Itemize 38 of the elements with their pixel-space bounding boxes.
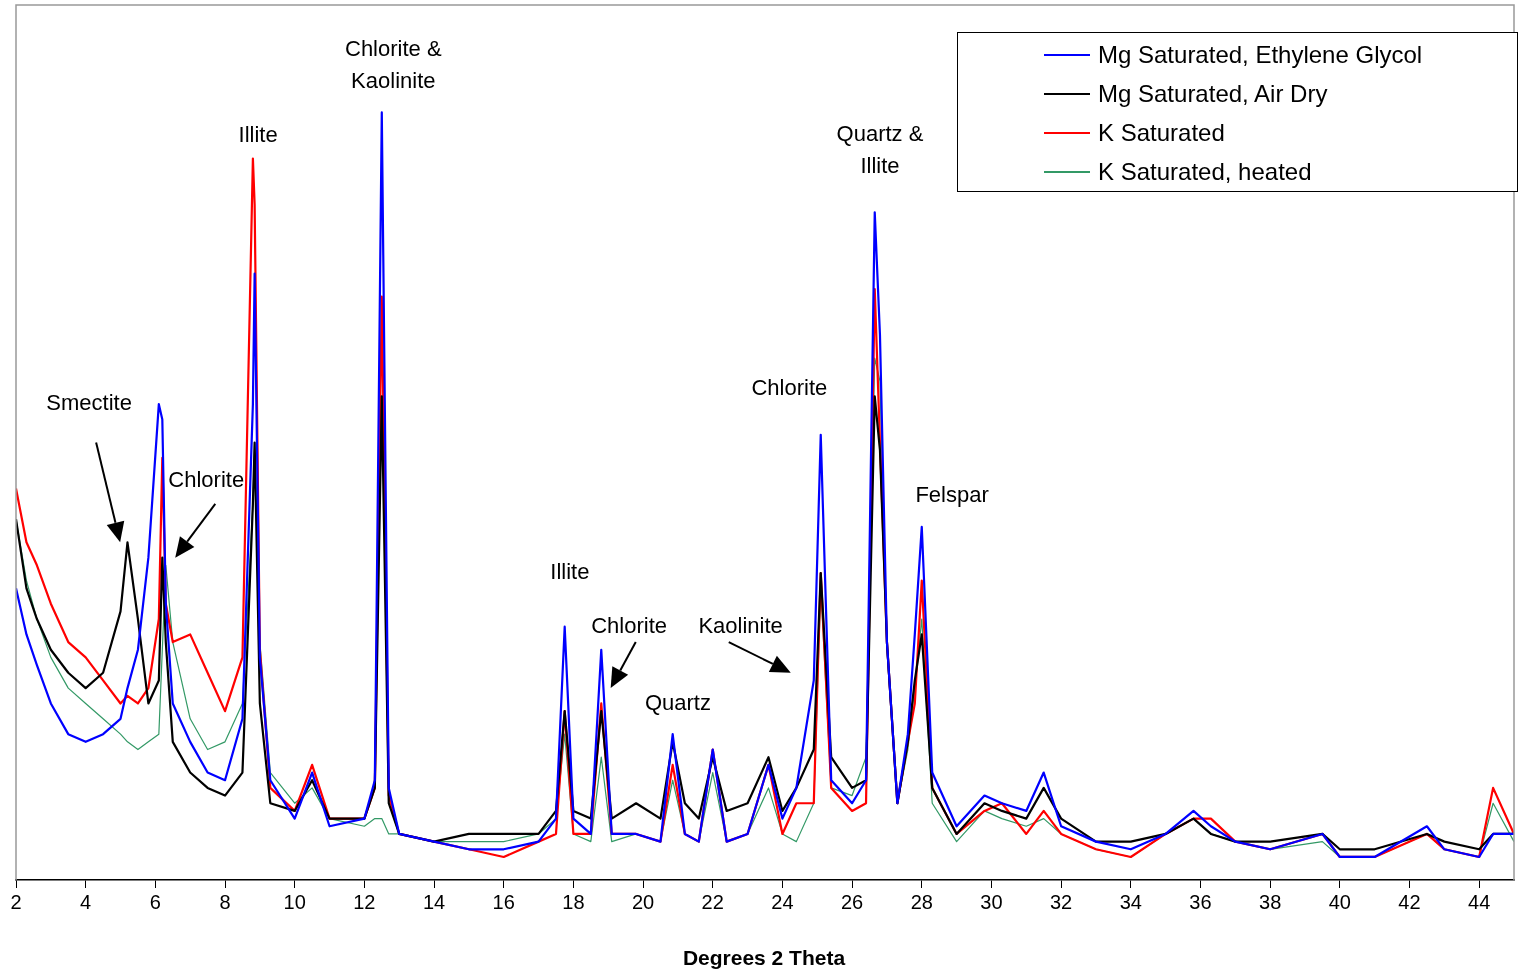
legend-label: Mg Saturated, Air Dry — [1098, 79, 1328, 108]
x-tick-label: 4 — [80, 890, 92, 913]
x-tick-label: 10 — [283, 890, 306, 913]
x-tick-label: 36 — [1189, 890, 1212, 913]
legend-label: K Saturated — [1098, 118, 1225, 147]
x-tick-label: 30 — [980, 890, 1003, 913]
x-tick-label: 2 — [10, 890, 22, 913]
legend-label: K Saturated, heated — [1098, 157, 1312, 186]
x-tick-label: 6 — [149, 890, 161, 913]
x-tick-label: 26 — [840, 890, 864, 913]
annotation: Felspar — [915, 482, 989, 508]
x-tick-label: 44 — [1468, 890, 1491, 913]
annotation: Quartz — [644, 689, 711, 715]
annotation: Chlorite — [168, 466, 245, 492]
annotation: Kaolinite — [698, 612, 783, 638]
x-tick-label: 28 — [910, 890, 933, 913]
x-tick-label: 38 — [1259, 890, 1282, 913]
x-tick-label: 12 — [353, 890, 376, 913]
x-tick-label: 18 — [562, 890, 585, 913]
x-tick-label: 20 — [631, 890, 655, 913]
x-tick-label: 32 — [1049, 890, 1073, 913]
annotation: Illite — [238, 121, 278, 147]
text: Chlorite & Kaolinite — [344, 36, 442, 94]
annotation: Smectite — [46, 390, 132, 416]
x-tick-label: 40 — [1328, 890, 1351, 913]
legend-label: Mg Saturated, Ethylene Glycol — [1098, 40, 1423, 69]
x-tick-label: 34 — [1119, 890, 1142, 913]
x-axis-title: Degrees 2 Theta — [681, 946, 847, 970]
x-tick-label: 16 — [492, 890, 515, 913]
x-tick-label: 22 — [701, 890, 724, 913]
x-tick-label: 42 — [1398, 890, 1421, 913]
annotation: Chlorite — [751, 374, 828, 400]
x-tick-label: 24 — [771, 890, 794, 913]
annotation: Quartz & Illite — [836, 120, 924, 178]
annotation: Chlorite — [591, 612, 668, 638]
annotation: Illite — [550, 559, 590, 585]
x-tick-label: 8 — [219, 890, 231, 913]
x-tick-label: 14 — [422, 890, 446, 913]
